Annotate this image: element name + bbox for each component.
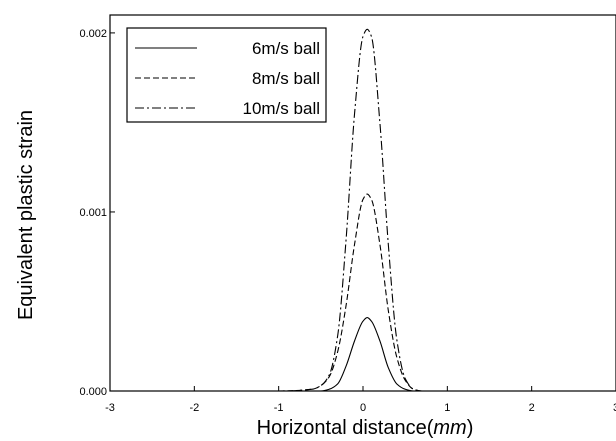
legend-box [126, 27, 327, 123]
series-line-2 [152, 28, 574, 392]
x-tick-label: -1 [274, 402, 284, 414]
x-axis-title: Horizontal distance(mm) [257, 417, 474, 439]
legend-label-1: 8m/s ball [252, 69, 320, 88]
x-tick-label: 1 [444, 402, 450, 414]
legend-label-2: 10m/s ball [243, 99, 320, 118]
x-tick-label: 0 [360, 402, 366, 414]
series-layer [152, 28, 574, 392]
y-tick-label: 0.002 [79, 28, 107, 40]
x-axis-ticks: -3 -2 -1 0 1 2 3 [105, 386, 616, 414]
x-tick-label: -2 [189, 402, 199, 414]
y-tick-label: 0.001 [79, 207, 107, 219]
y-axis-ticks: 0.000 0.001 0.002 [79, 28, 115, 398]
x-tick-label: 3 [613, 402, 616, 414]
series-line-1 [152, 193, 574, 392]
legend: 6m/s ball 8m/s ball 10m/s ball [126, 27, 327, 123]
x-tick-label: 2 [529, 402, 535, 414]
series-line-0 [152, 317, 574, 392]
legend-label-0: 6m/s ball [252, 39, 320, 58]
y-tick-label: 0.000 [79, 386, 107, 398]
y-axis-title: Equivalent plastic strain [15, 110, 37, 320]
x-tick-label: -3 [105, 402, 115, 414]
